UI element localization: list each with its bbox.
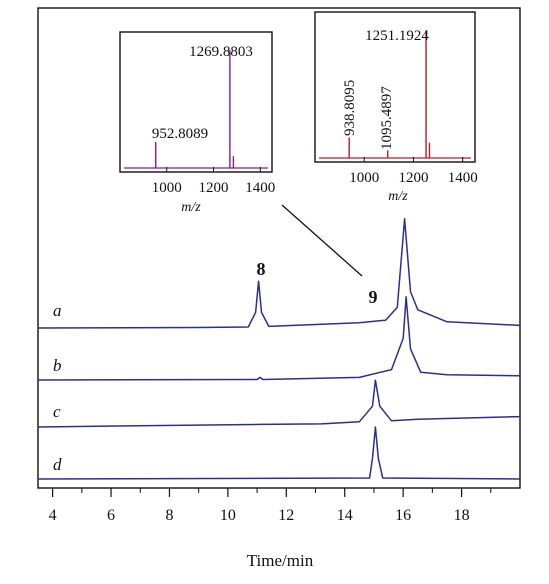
x-tick-label-14: 14 (337, 507, 353, 524)
x-axis: 4 6 8 10 12 14 16 18 (49, 488, 492, 524)
x-tick-label-16: 16 (395, 507, 411, 524)
inset-1-tick-label-1000: 1000 (152, 180, 182, 196)
x-tick-label-12: 12 (278, 507, 294, 524)
inset-2-frame (314, 11, 476, 163)
x-tick-label-4: 4 (49, 507, 57, 524)
inset-1-spectrum: 1000 1200 1400 (124, 50, 275, 196)
inset-1-xlabel: m/z (181, 200, 201, 215)
inset-2-tick-label-1200: 1200 (398, 170, 428, 186)
inset-2-peak-label-1251: 1251.1924 (365, 28, 429, 44)
peak-label-9: 9 (369, 287, 378, 307)
x-tick-label-6: 6 (107, 507, 115, 524)
trace-group (37, 218, 521, 480)
inset-2-peak-label-938: 938.8095 (342, 80, 358, 136)
inset-2-peak-label-1095: 1095.4897 (379, 86, 395, 150)
trace-label-a: a (53, 301, 62, 320)
inset-1-tick-label-1400: 1400 (245, 180, 275, 196)
trace-d (37, 426, 521, 480)
x-axis-label: Time/min (247, 551, 314, 570)
inset-2-xlabel: m/z (388, 189, 408, 204)
trace-b (37, 296, 521, 381)
plot-frame (37, 7, 521, 489)
trace-label-b: b (53, 356, 62, 375)
trace-a (37, 218, 521, 329)
inset-1-tick-label-1200: 1200 (199, 180, 229, 196)
inset-2-tick-label-1000: 1000 (349, 170, 379, 186)
x-tick-label-18: 18 (454, 507, 470, 524)
inset-1-peak-label-952: 952.8089 (152, 126, 208, 142)
inset-2-tick-label-1400: 1400 (448, 170, 478, 186)
inset-leader-line (281, 204, 363, 277)
peak-label-8: 8 (257, 259, 266, 279)
trace-label-c: c (53, 402, 61, 421)
trace-c (37, 379, 521, 428)
trace-label-d: d (53, 455, 62, 474)
inset-1-frame (119, 31, 273, 173)
x-tick-label-10: 10 (220, 507, 236, 524)
inset-1-peak-label-1269: 1269.8803 (189, 44, 253, 60)
x-tick-label-8: 8 (165, 507, 173, 524)
inset-2-spectrum: 1000 1200 1400 (319, 30, 478, 186)
